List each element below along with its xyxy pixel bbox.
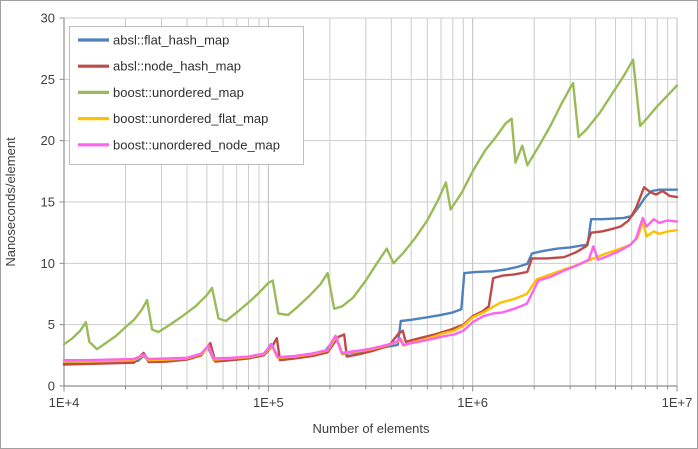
legend-item: boost::unordered_node_map: [78, 137, 280, 152]
series-line-boost-unordered-map: [62, 58, 679, 351]
x-tick-label: 1E+5: [253, 395, 284, 410]
legend-label: boost::unordered_flat_map: [113, 111, 268, 126]
legend-label: boost::unordered_map: [113, 85, 244, 100]
y-tick-labels: 0 5 10 15 20 25 30: [41, 11, 55, 394]
x-tick-label: 1E+4: [49, 395, 80, 410]
legend-item: boost::unordered_map: [78, 85, 244, 100]
legend-label: absl::flat_hash_map: [113, 33, 229, 48]
series-lines: [62, 58, 679, 366]
x-tick-label: 1E+6: [457, 395, 488, 410]
x-tick-label: 1E+7: [662, 395, 693, 410]
series-line-boost-unordered-flat-map: [62, 220, 679, 363]
series-line-boost-unordered-node-map: [62, 216, 679, 362]
y-tick-label: 5: [48, 317, 55, 332]
y-tick-label: 30: [41, 11, 55, 26]
x-axis-title: Number of elements: [312, 421, 430, 436]
y-tick-label: 10: [41, 256, 55, 271]
legend: absl::flat_hash_mapabsl::node_hash_mapbo…: [69, 26, 304, 165]
axis-ticks: [59, 17, 678, 392]
x-tick-labels: 1E+4 1E+5 1E+6 1E+7: [49, 395, 693, 410]
legend-item: absl::flat_hash_map: [78, 33, 229, 48]
legend-label: absl::node_hash_map: [113, 59, 241, 74]
series-line-absl-flat-hash-map: [62, 188, 679, 364]
y-tick-label: 20: [41, 133, 55, 148]
y-tick-label: 0: [48, 379, 55, 394]
series-line-absl-node-hash-map: [62, 186, 679, 366]
legend-label: boost::unordered_node_map: [113, 137, 280, 152]
legend-box: [69, 26, 304, 165]
y-tick-label: 15: [41, 195, 55, 210]
legend-item: boost::unordered_flat_map: [78, 111, 268, 126]
y-tick-label: 25: [41, 72, 55, 87]
y-axis-title: Nanoseconds/element: [3, 137, 18, 267]
legend-item: absl::node_hash_map: [78, 59, 241, 74]
